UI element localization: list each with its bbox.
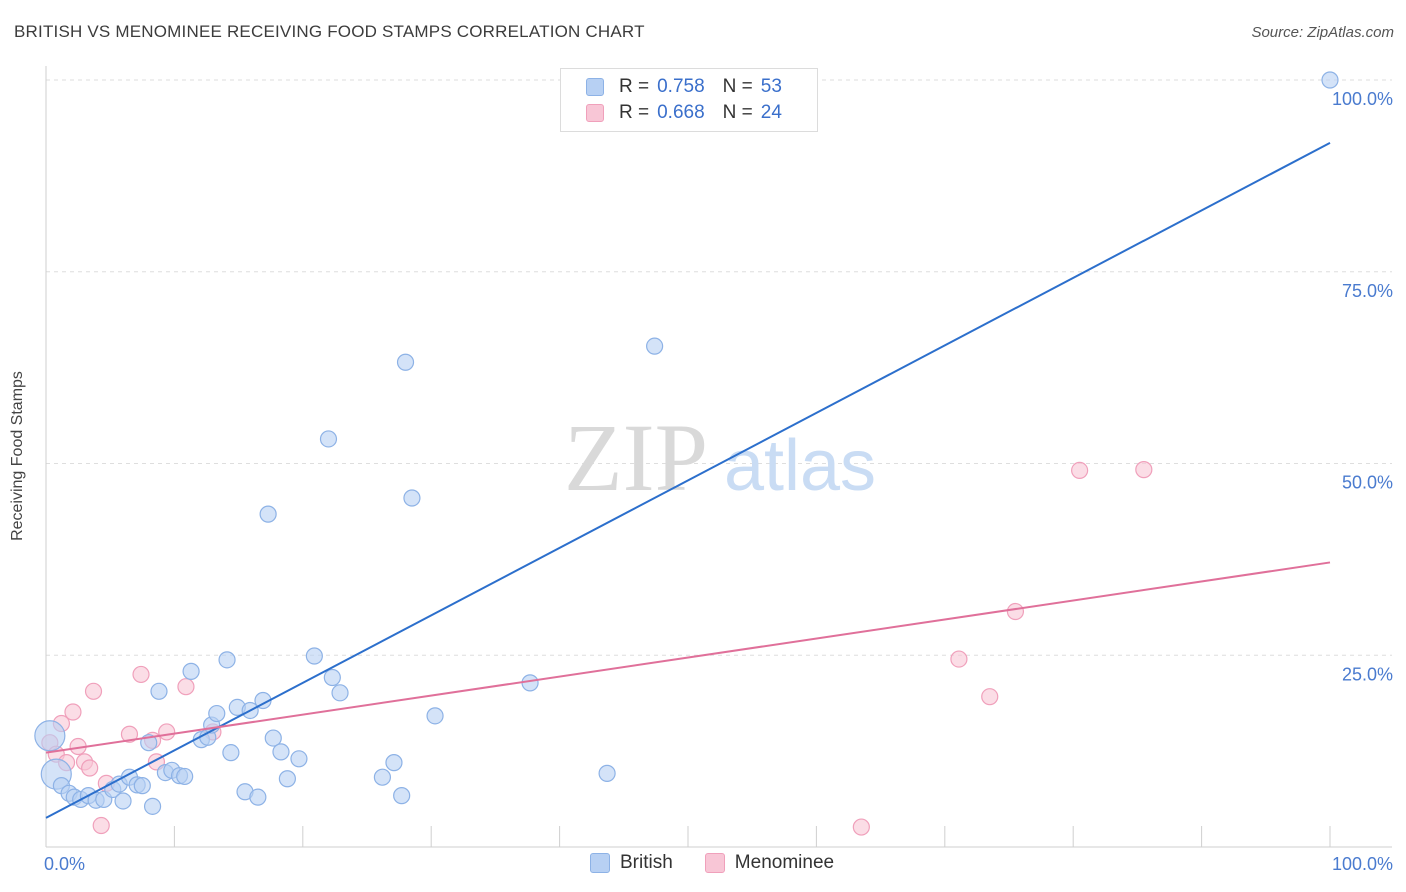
british-point — [182, 662, 200, 680]
british-point — [646, 337, 664, 355]
british-point — [598, 764, 616, 782]
chart-title: BRITISH VS MENOMINEE RECEIVING FOOD STAM… — [14, 22, 645, 41]
british-point — [396, 353, 415, 371]
n-label: N = — [722, 102, 753, 123]
menominee-point — [64, 703, 82, 721]
points — [34, 71, 1339, 836]
british-point — [393, 787, 411, 805]
menominee-point — [981, 688, 999, 706]
menominee-point — [120, 725, 139, 743]
menominee-point — [1135, 461, 1153, 479]
british-point — [133, 777, 151, 795]
r-label: R = — [619, 102, 650, 123]
r-label: R = — [619, 76, 650, 97]
y-tick-label: 75.0% — [1342, 281, 1393, 301]
british-point — [34, 720, 66, 752]
y-tick-label: 25.0% — [1342, 664, 1393, 684]
watermark-atlas: atlas — [724, 426, 876, 506]
british-point — [208, 704, 226, 723]
british-point — [403, 489, 421, 507]
british-point — [114, 792, 132, 810]
menominee-point — [81, 759, 99, 777]
x-tick-label: 0.0% — [44, 854, 85, 874]
british-point — [218, 651, 236, 669]
menominee-point — [1071, 461, 1089, 480]
n-label: N = — [722, 76, 753, 97]
menominee-point — [132, 665, 150, 684]
british-point — [150, 682, 168, 700]
british-point — [143, 797, 162, 815]
watermark-zip: ZIP — [564, 404, 708, 511]
stats-legend-row-british: R = 0.758 N = 53 — [586, 74, 782, 100]
british-swatch — [586, 78, 604, 96]
menominee-swatch — [586, 104, 604, 122]
british-point — [264, 729, 282, 747]
legend-item-british[interactable]: British — [590, 852, 673, 874]
british-point — [259, 505, 277, 523]
series-legend: British Menominee — [590, 852, 866, 874]
menominee-point — [84, 682, 103, 700]
watermark: ZIP atlas — [564, 404, 876, 511]
n-value: 24 — [760, 102, 782, 123]
y-tick-label: 100.0% — [1332, 89, 1393, 109]
menominee-point — [92, 816, 110, 835]
british-point — [426, 707, 444, 725]
legend-item-menominee[interactable]: Menominee — [704, 852, 835, 874]
british-point — [278, 770, 296, 788]
british-point — [249, 788, 267, 806]
british-point — [319, 430, 338, 448]
n-value: 53 — [760, 76, 782, 97]
british-point — [222, 744, 240, 762]
menominee-point — [177, 678, 195, 696]
r-value: 0.668 — [657, 102, 705, 123]
grid — [46, 79, 1392, 656]
stats-legend: R = 0.758 N = 53 R = 0.668 N = 24 — [560, 68, 818, 132]
british-point — [323, 668, 341, 687]
source-label: Source: ZipAtlas.com — [1251, 24, 1394, 41]
menominee-point — [950, 650, 968, 668]
british-point — [272, 743, 290, 761]
british-point — [331, 684, 349, 702]
r-value: 0.758 — [657, 76, 705, 97]
legend-label-menominee: Menominee — [734, 852, 835, 873]
tick-labels: 25.0% 50.0% 75.0% 100.0% 0.0% 100.0% — [44, 89, 1393, 874]
legend-label-british: British — [620, 852, 673, 873]
y-tick-label: 50.0% — [1342, 473, 1393, 493]
british-point — [521, 674, 539, 692]
british-point — [373, 768, 392, 786]
british-point — [290, 750, 308, 768]
stats-legend-row-menominee: R = 0.668 N = 24 — [586, 100, 782, 126]
british-point — [176, 767, 194, 786]
menominee-point — [852, 818, 870, 836]
menominee-trend-line — [45, 561, 1331, 754]
british-point — [1321, 71, 1339, 89]
menominee-point — [1006, 602, 1025, 621]
british-point — [385, 754, 403, 772]
british-legend-swatch — [590, 853, 610, 873]
menominee-legend-swatch — [704, 853, 725, 873]
axes — [45, 66, 1392, 848]
british-point — [305, 647, 323, 665]
trend-lines — [45, 142, 1331, 819]
british-trend-line — [45, 142, 1331, 819]
x-tick-label: 100.0% — [1332, 854, 1393, 874]
menominee-point — [158, 723, 176, 741]
